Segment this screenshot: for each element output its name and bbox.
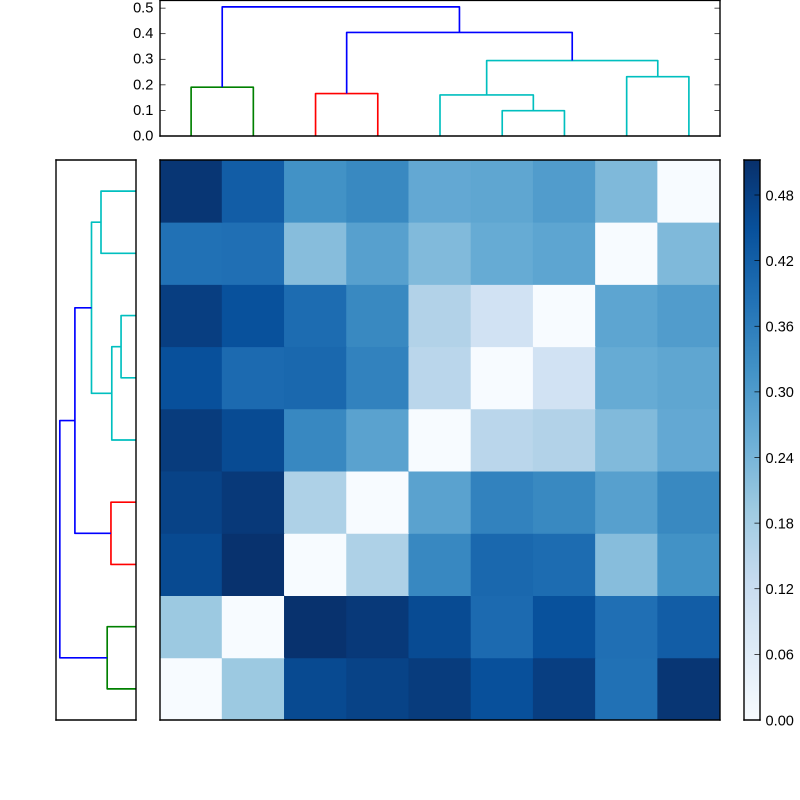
svg-text:0.12: 0.12 (766, 582, 794, 598)
svg-text:0.06: 0.06 (766, 648, 794, 664)
svg-text:0.48: 0.48 (766, 188, 794, 204)
svg-text:0.36: 0.36 (766, 320, 794, 336)
svg-text:0.42: 0.42 (766, 254, 794, 270)
svg-text:0.3: 0.3 (133, 52, 153, 68)
svg-text:0.24: 0.24 (766, 451, 794, 467)
svg-text:0.5: 0.5 (133, 1, 153, 17)
svg-text:0.30: 0.30 (766, 385, 794, 401)
svg-text:0.18: 0.18 (766, 516, 794, 532)
svg-text:0.00: 0.00 (766, 713, 794, 729)
svg-text:0.1: 0.1 (133, 103, 153, 119)
svg-text:0.4: 0.4 (133, 26, 153, 42)
svg-text:0.0: 0.0 (133, 128, 153, 144)
svg-text:0.2: 0.2 (133, 77, 153, 93)
